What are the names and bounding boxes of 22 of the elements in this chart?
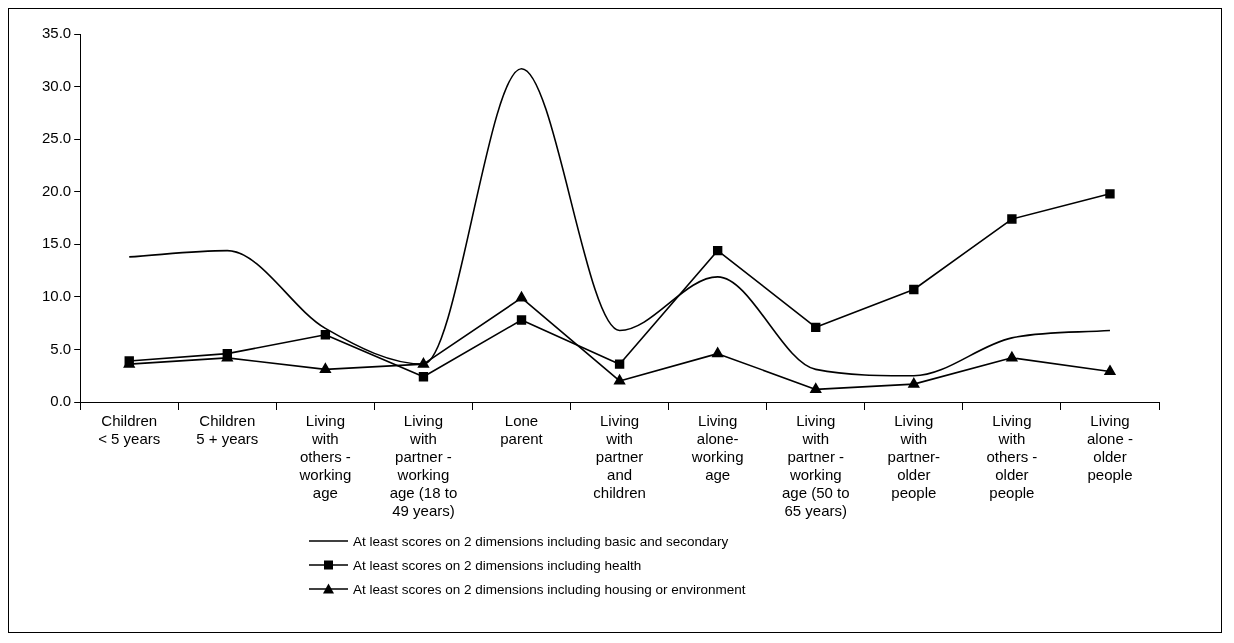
x-tick-label: Living alone- working age xyxy=(690,412,744,484)
x-tick-label: Living alone - older people xyxy=(1087,412,1133,484)
x-tick-label: Children 5 + years xyxy=(196,412,259,448)
x-tick-label: Living with others - working age xyxy=(298,412,352,502)
y-tick-label: 10.0 xyxy=(41,287,72,304)
y-tick-label: 5.0 xyxy=(50,339,72,357)
legend-label: At least scores on 2 dimensions including basic and secondary xyxy=(353,533,729,549)
x-tick-label: Living with partner- older people xyxy=(887,412,941,502)
x-tick-label: Living with others - older people xyxy=(986,412,1038,502)
x-tick-label: Living with partner and children xyxy=(593,412,646,502)
y-tick-label: 35.0 xyxy=(41,24,72,42)
x-tick-label: Children < 5 years xyxy=(98,412,161,448)
y-tick-label: 0.0 xyxy=(50,392,72,410)
x-tick-label: Living with partner - working age (50 to 65 years) xyxy=(781,412,850,520)
x-tick-label: Living with partner - working age (18 to 49 years) xyxy=(389,412,458,520)
legend-label: At least scores on 2 dimensions including housing or environment xyxy=(353,581,746,597)
y-tick-label: 15.0 xyxy=(41,234,72,252)
y-tick-label: 30.0 xyxy=(41,76,72,94)
y-tick-label: 25.0 xyxy=(41,129,72,147)
x-tick-label: Lone parent xyxy=(500,412,544,448)
legend-label: At least scores on 2 dimensions including health xyxy=(353,557,642,573)
y-tick-label: 20.0 xyxy=(41,181,72,199)
